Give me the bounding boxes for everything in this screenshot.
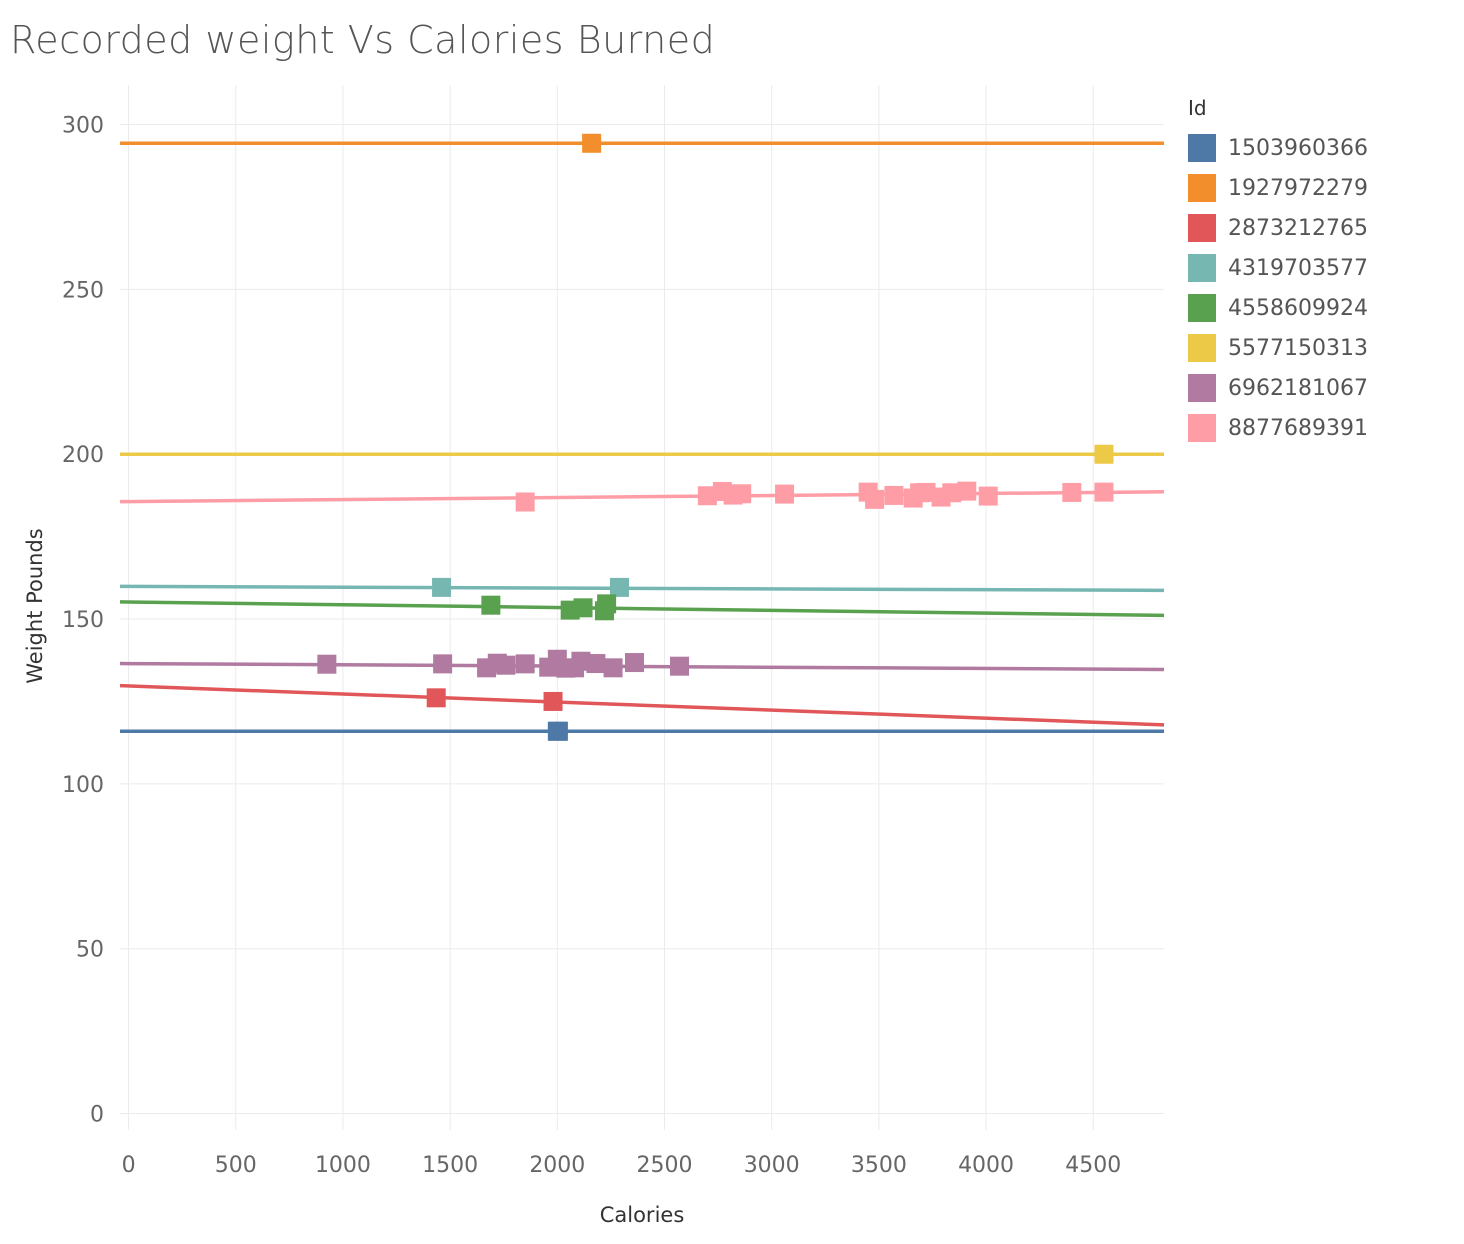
legend-swatch bbox=[1188, 414, 1216, 442]
x-tick-label: 4500 bbox=[1065, 1153, 1121, 1178]
y-tick-label: 50 bbox=[76, 938, 104, 963]
data-point bbox=[603, 658, 623, 678]
data-point bbox=[481, 595, 501, 615]
legend-item[interactable]: 1503960366 bbox=[1188, 128, 1368, 168]
legend-item[interactable]: 5577150313 bbox=[1188, 328, 1368, 368]
data-point bbox=[543, 691, 563, 711]
y-tick-label: 300 bbox=[62, 114, 104, 139]
data-point bbox=[496, 655, 516, 675]
data-point bbox=[624, 653, 644, 673]
legend-swatch bbox=[1188, 334, 1216, 362]
legend-swatch bbox=[1188, 134, 1216, 162]
data-point bbox=[1062, 482, 1082, 502]
data-point bbox=[916, 482, 936, 502]
data-point bbox=[597, 594, 617, 614]
legend-label: 1927972279 bbox=[1228, 175, 1368, 201]
trend-lines bbox=[119, 141, 1165, 734]
x-tick-label: 0 bbox=[122, 1153, 136, 1178]
data-point bbox=[432, 577, 452, 597]
legend-label: 2873212765 bbox=[1228, 215, 1368, 241]
data-point bbox=[573, 598, 593, 618]
data-point bbox=[775, 484, 795, 504]
y-tick-label: 100 bbox=[62, 773, 104, 798]
data-point bbox=[732, 484, 752, 504]
chart-title: Recorded weight Vs Calories Burned bbox=[10, 18, 716, 62]
legend: Id 1503960366 1927972279 2873212765 4319703… bbox=[1188, 96, 1368, 448]
legend-title: Id bbox=[1188, 96, 1207, 120]
legend-label: 4558609924 bbox=[1228, 295, 1368, 321]
legend-swatch bbox=[1188, 374, 1216, 402]
legend-label: 1503960366 bbox=[1228, 135, 1368, 161]
legend-label: 5577150313 bbox=[1228, 335, 1368, 361]
data-point bbox=[942, 483, 962, 503]
data-point bbox=[317, 654, 337, 674]
trend-line bbox=[119, 683, 1165, 727]
data-point bbox=[426, 688, 446, 708]
data-point bbox=[865, 489, 885, 509]
legend-item[interactable]: 6962181067 bbox=[1188, 368, 1368, 408]
legend-swatch bbox=[1188, 214, 1216, 242]
trend-line bbox=[119, 584, 1165, 593]
x-tick-label: 4000 bbox=[958, 1153, 1014, 1178]
y-tick-label: 200 bbox=[62, 443, 104, 468]
x-tick-label: 3000 bbox=[744, 1153, 800, 1178]
x-tick-label: 1000 bbox=[315, 1153, 371, 1178]
legend-item[interactable]: 2873212765 bbox=[1188, 208, 1368, 248]
legend-swatch bbox=[1188, 294, 1216, 322]
data-point bbox=[433, 654, 453, 674]
y-tick-label: 150 bbox=[62, 608, 104, 633]
data-point bbox=[670, 656, 690, 676]
data-point bbox=[978, 486, 998, 506]
legend-label: 4319703577 bbox=[1228, 255, 1368, 281]
x-tick-label: 500 bbox=[215, 1153, 257, 1178]
legend-item[interactable]: 1927972279 bbox=[1188, 168, 1368, 208]
legend-item[interactable]: 4319703577 bbox=[1188, 248, 1368, 288]
legend-label: 8877689391 bbox=[1228, 415, 1368, 441]
data-point bbox=[582, 133, 602, 153]
y-axis-label: Weight Pounds bbox=[23, 528, 47, 684]
data-point bbox=[571, 651, 591, 671]
legend-swatch bbox=[1188, 254, 1216, 282]
x-tick-label: 3500 bbox=[851, 1153, 907, 1178]
data-point bbox=[515, 492, 535, 512]
x-tick-label: 1500 bbox=[422, 1153, 478, 1178]
trend-line bbox=[119, 490, 1165, 504]
y-tick-label: 0 bbox=[90, 1103, 104, 1128]
data-point bbox=[1094, 444, 1114, 464]
data-point bbox=[697, 486, 717, 506]
data-point bbox=[515, 654, 535, 674]
y-tick-label: 250 bbox=[62, 278, 104, 303]
legend-item[interactable]: 4558609924 bbox=[1188, 288, 1368, 328]
legend-item[interactable]: 8877689391 bbox=[1188, 408, 1368, 448]
x-axis-label: Calories bbox=[600, 1203, 685, 1227]
trend-line bbox=[119, 600, 1165, 618]
x-tick-label: 2000 bbox=[529, 1153, 585, 1178]
data-point bbox=[586, 654, 606, 674]
data-point bbox=[957, 481, 977, 501]
data-point bbox=[884, 485, 904, 505]
data-point bbox=[548, 721, 568, 741]
x-tick-label: 2500 bbox=[637, 1153, 693, 1178]
data-points bbox=[317, 133, 1114, 741]
tick-labels: 0 500 1000 1500 2000 2500 3000 3500 4000 4500 0 50 1… bbox=[62, 114, 1121, 1178]
legend-label: 6962181067 bbox=[1228, 375, 1368, 401]
data-point bbox=[1094, 482, 1114, 502]
data-point bbox=[609, 577, 629, 597]
legend-swatch bbox=[1188, 174, 1216, 202]
